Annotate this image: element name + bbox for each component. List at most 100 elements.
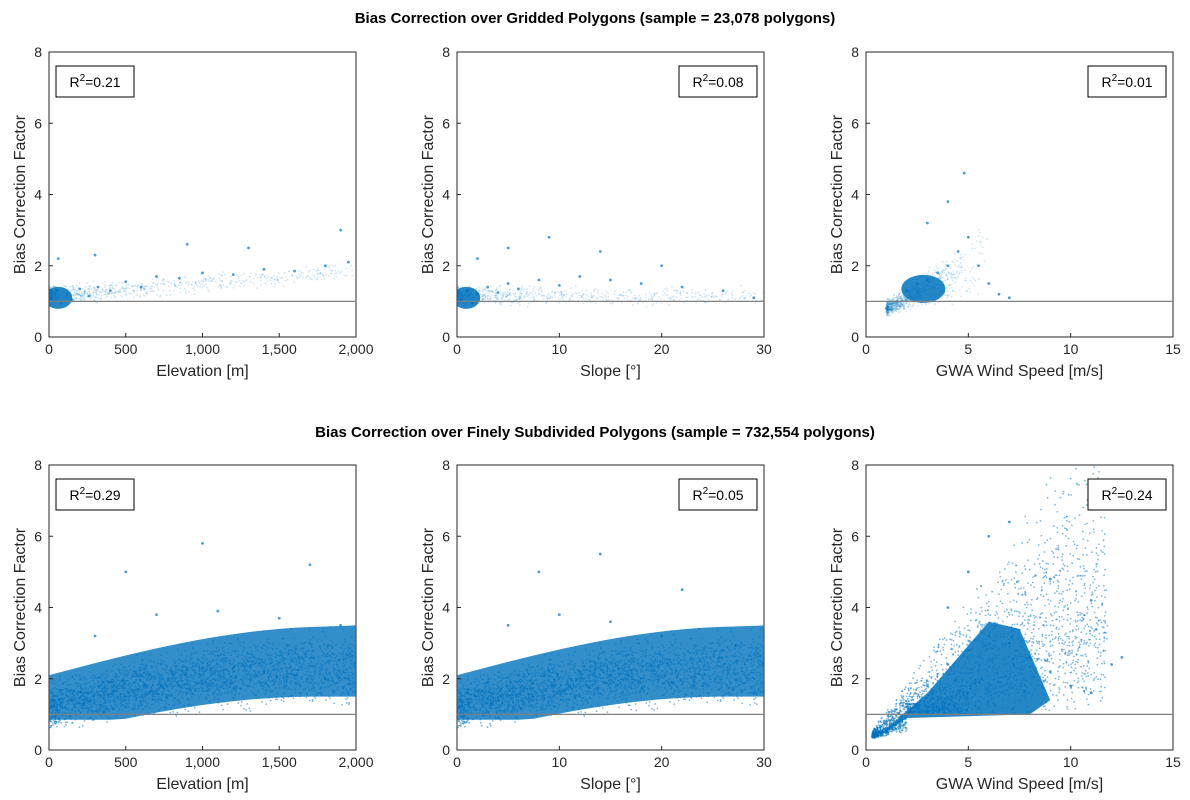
point-density-core [457, 286, 481, 309]
x-tick-label: 30 [756, 341, 772, 357]
data-point [1089, 691, 1093, 695]
data-point [93, 253, 97, 257]
data-point [506, 623, 510, 627]
data-point [926, 221, 929, 225]
data-point [547, 235, 551, 239]
data-point [1048, 577, 1052, 581]
point-density-core [901, 274, 946, 303]
r2-text: R2=0.29 [69, 486, 120, 503]
data-point [506, 282, 510, 285]
data-point [962, 171, 966, 175]
y-tick-label: 4 [34, 187, 42, 203]
y-tick-label: 8 [442, 44, 450, 60]
x-tick-label: 15 [1165, 754, 1181, 770]
data-point [946, 663, 950, 666]
scatter-panel: 0 500 1,000 1,500 2,000 0 2 4 6 8 Elevation [m] Bia… [12, 44, 374, 380]
data-point [139, 285, 143, 289]
y-tick-label: 6 [442, 528, 450, 544]
point-density-core [49, 286, 73, 309]
y-axis-label: Bias Correction Factor [420, 114, 437, 274]
data-point [78, 287, 82, 291]
y-tick-label: 4 [34, 600, 42, 616]
x-tick-label: 0 [45, 754, 53, 770]
data-point [339, 228, 343, 232]
x-tick-label: 10 [552, 341, 568, 357]
y-tick-label: 4 [442, 187, 450, 203]
data-point [1120, 655, 1124, 659]
data-point [598, 250, 602, 253]
data-point [977, 264, 980, 268]
y-tick-label: 8 [851, 44, 859, 60]
point-cloud [885, 171, 1011, 317]
x-tick-label: 0 [862, 341, 870, 357]
y-tick-label: 4 [851, 187, 859, 203]
y-axis-label: Bias Correction Factor [829, 114, 846, 274]
data-point [201, 541, 204, 545]
data-point [247, 246, 250, 250]
r2-annotation: R2=0.05 [678, 478, 758, 511]
y-tick-label: 0 [851, 742, 859, 758]
data-point [155, 613, 158, 617]
data-point [486, 285, 490, 289]
y-tick-label: 0 [34, 742, 42, 758]
data-point [885, 307, 888, 310]
data-point [966, 235, 970, 239]
data-point [946, 264, 950, 268]
y-tick-label: 0 [442, 742, 450, 758]
data-point [537, 278, 541, 282]
r2-annotation: R2=0.21 [55, 65, 135, 98]
data-point [293, 269, 296, 273]
x-tick-label: 20 [654, 341, 670, 357]
x-tick-label: 20 [654, 754, 670, 770]
data-point [56, 257, 60, 261]
y-axis-label: Bias Correction Factor [12, 527, 29, 687]
y-tick-label: 2 [851, 258, 859, 274]
data-point [155, 275, 158, 278]
data-point [905, 705, 909, 709]
data-point [987, 282, 991, 285]
plot-area [48, 51, 357, 338]
data-point [926, 684, 929, 688]
data-point [557, 283, 561, 287]
scatter-panel: 0 5 10 15 0 2 4 6 8 GWA Wind Speed [m/s] Bias Corr… [829, 44, 1181, 380]
r2-text: R2=0.24 [1101, 486, 1152, 503]
data-point [609, 278, 612, 282]
point-cloud [49, 541, 356, 729]
r2-annotation: R2=0.29 [55, 478, 135, 511]
r2-annotation: R2=0.08 [678, 65, 758, 98]
y-tick-label: 8 [442, 457, 450, 473]
x-tick-label: 0 [862, 754, 870, 770]
row-title-top: Bias Correction over Gridded Polygons (s… [355, 10, 836, 27]
r2-text: R2=0.01 [1101, 73, 1152, 90]
data-point [1048, 670, 1052, 674]
row-title-bottom: Bias Correction over Finely Subdivided P… [315, 424, 875, 441]
y-tick-label: 2 [34, 258, 42, 274]
data-point [124, 570, 128, 574]
data-point [1069, 684, 1073, 688]
data-point [308, 563, 312, 567]
r2-annotation: R2=0.24 [1087, 478, 1167, 511]
data-point [262, 267, 266, 271]
x-axis-label: Elevation [m] [156, 776, 248, 793]
data-point [660, 264, 664, 268]
x-tick-label: 0 [453, 754, 461, 770]
data-point [557, 613, 561, 617]
x-tick-label: 0 [45, 341, 53, 357]
y-tick-label: 6 [851, 115, 859, 131]
data-point [231, 273, 235, 277]
r2-text: R2=0.08 [692, 73, 743, 90]
x-tick-label: 1,000 [185, 754, 220, 770]
y-axis-label: Bias Correction Factor [829, 527, 846, 687]
data-point [517, 287, 520, 291]
y-tick-label: 6 [442, 115, 450, 131]
data-point [578, 275, 582, 278]
x-axis-label: Slope [°] [580, 776, 641, 793]
data-point [506, 246, 510, 250]
y-tick-label: 8 [34, 457, 42, 473]
y-tick-label: 8 [34, 44, 42, 60]
y-tick-label: 4 [851, 600, 859, 616]
plot-area [456, 51, 765, 338]
point-density-core [49, 625, 356, 720]
data-point [1007, 296, 1011, 300]
r2-text: R2=0.05 [692, 486, 743, 503]
